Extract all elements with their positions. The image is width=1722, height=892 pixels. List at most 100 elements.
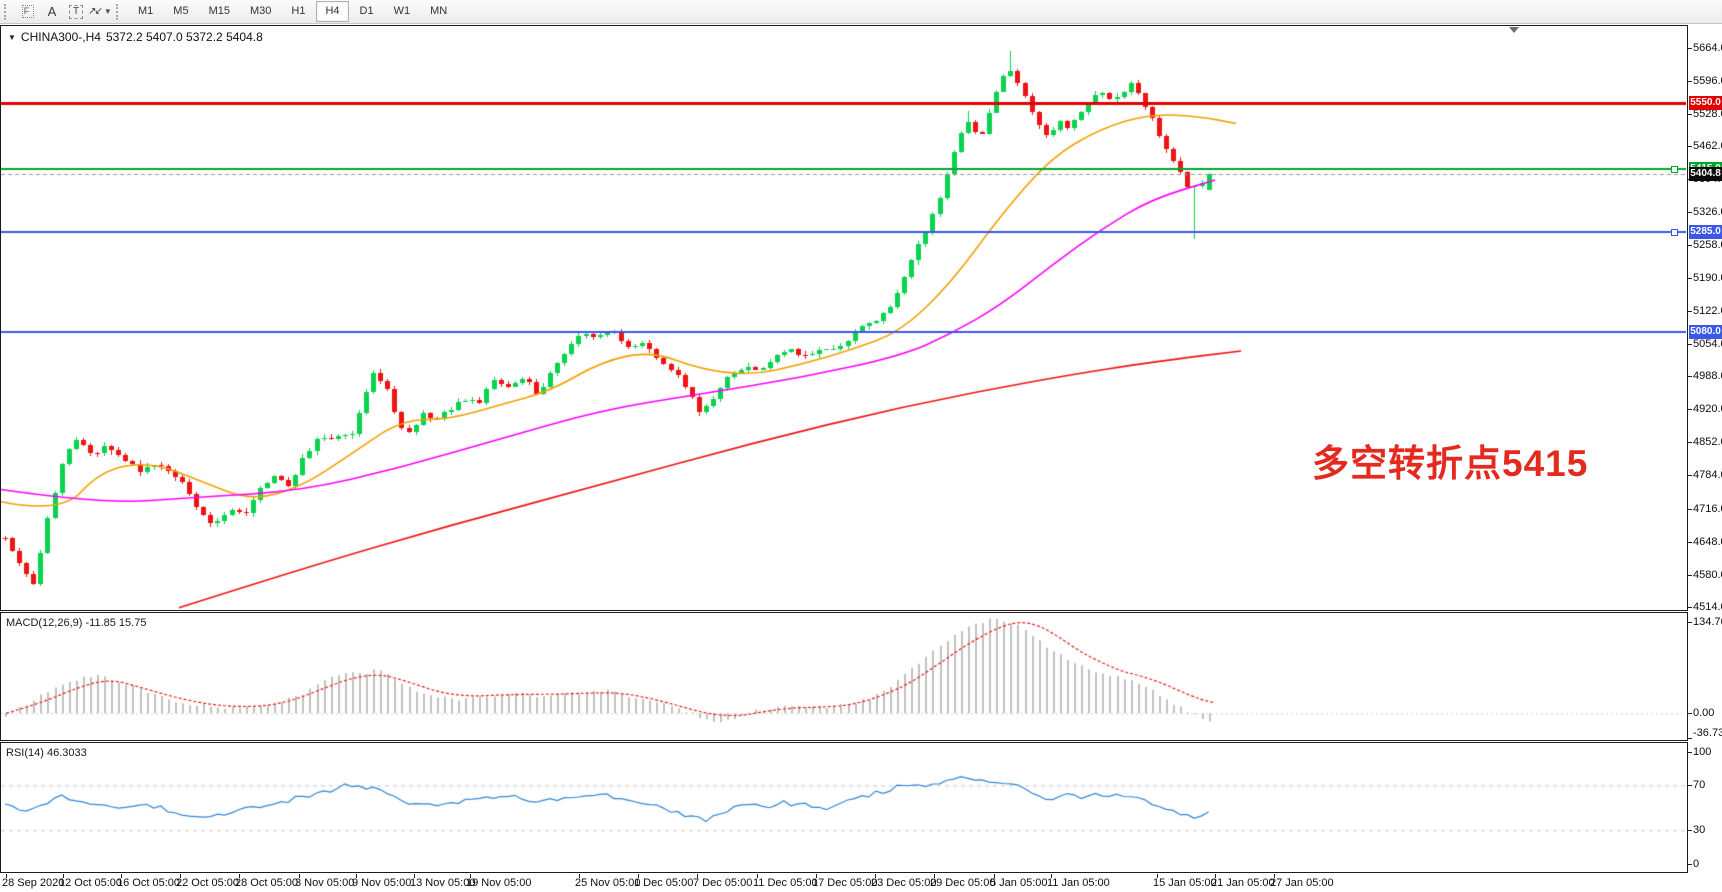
price-axis[interactable]: 5664.05596.05528.05462.05394.05326.05258… — [1688, 25, 1722, 874]
candlestick-chart-canvas[interactable] — [1, 26, 1686, 609]
macd-canvas[interactable] — [1, 613, 1686, 740]
drawing-tools-group: F A T ↗↙ ▼ — [16, 2, 112, 22]
axis-tick — [1688, 278, 1692, 279]
toolbar-grip[interactable] — [4, 3, 10, 20]
price-tick-label: 4784.0 — [1693, 469, 1722, 482]
price-tick-label: 5596.0 — [1693, 74, 1722, 87]
chart-shift-marker-icon[interactable] — [1509, 27, 1519, 33]
price-tick-label: 5190.0 — [1693, 272, 1722, 285]
macd-tick-label: -36.73 — [1693, 727, 1722, 739]
price-tick-label: 5122.0 — [1693, 305, 1722, 318]
macd-label: MACD(12,26,9) -11.85 15.75 — [6, 617, 146, 629]
label-tool-icon: T — [68, 4, 84, 19]
axis-tick — [1688, 622, 1692, 623]
time-tick — [875, 874, 876, 878]
price-tick-label: 5664.0 — [1693, 41, 1722, 54]
timeframe-button-m15[interactable]: M15 — [200, 1, 239, 22]
time-tick — [994, 874, 995, 878]
time-tick-label: 7 Dec 05:00 — [693, 877, 753, 889]
time-tick-label: 28 Sep 2020 — [2, 877, 65, 889]
timeframe-button-d1[interactable]: D1 — [351, 1, 383, 22]
timeframe-button-mn[interactable]: MN — [421, 1, 456, 22]
macd-name: MACD(12,26,9) — [6, 617, 83, 629]
axis-tick — [1688, 575, 1692, 576]
chart-title: ▼ CHINA300-,H4 5372.2 5407.0 5372.2 5404… — [8, 30, 263, 44]
axis-tick — [1688, 311, 1692, 312]
label-tool-button[interactable]: T — [64, 2, 88, 22]
symbol-dropdown-icon[interactable]: ▼ — [8, 32, 16, 42]
axis-tick — [1688, 81, 1692, 82]
time-tick — [1157, 874, 1158, 878]
axis-tick — [1688, 245, 1692, 246]
axis-tick — [1688, 785, 1692, 786]
timeframe-button-m30[interactable]: M30 — [241, 1, 280, 22]
time-tick-label: 23 Dec 05:00 — [871, 877, 937, 889]
rsi-label: RSI(14) 46.3033 — [6, 747, 87, 759]
price-tick-label: 5326.0 — [1693, 205, 1722, 218]
time-tick-label: 15 Jan 05:00 — [1153, 877, 1217, 889]
time-axis[interactable]: 28 Sep 2020 12 Oct 05:00 16 Oct 05:00 22 Oc… — [0, 874, 1722, 892]
rsi-tick-label: 100 — [1693, 745, 1712, 758]
hline-selection-handle[interactable] — [1671, 166, 1678, 173]
macd-values: -11.85 15.75 — [85, 617, 147, 629]
time-tick — [638, 874, 639, 878]
macd-tick-label: 0.00 — [1693, 707, 1715, 720]
macd-panel[interactable]: MACD(12,26,9) -11.85 15.75 — [0, 612, 1688, 741]
time-tick-label: 12 Oct 05:00 — [59, 877, 122, 889]
rsi-panel[interactable]: RSI(14) 46.3033 — [0, 742, 1688, 873]
time-tick-label: 29 Dec 05:00 — [930, 877, 996, 889]
price-tick-label: 5462.0 — [1693, 139, 1722, 152]
axis-tick — [1688, 509, 1692, 510]
hline-price-badge: 5080.0 — [1689, 325, 1722, 339]
time-tick — [180, 874, 181, 878]
time-tick — [757, 874, 758, 878]
arrows-tool-icon: ↗↙ — [88, 5, 103, 17]
hline-price-badge: 5285.0 — [1689, 225, 1722, 239]
toolbar-grip[interactable] — [116, 3, 122, 20]
axis-tick — [1688, 114, 1692, 115]
axis-tick — [1688, 48, 1692, 49]
timeframes-group: M1 M5 M15 M30 H1 H4 D1 W1 MN — [128, 0, 457, 24]
time-tick — [414, 874, 415, 878]
time-tick-label: 1 Dec 05:00 — [634, 877, 694, 889]
dropdown-caret-icon[interactable]: ▼ — [103, 7, 112, 16]
chart-text-annotation[interactable]: 多空转折点5415 — [1312, 443, 1589, 484]
axis-tick — [1688, 713, 1692, 714]
time-tick-label: 25 Nov 05:00 — [575, 877, 641, 889]
rsi-tick-label: 70 — [1693, 779, 1706, 792]
time-tick — [470, 874, 471, 878]
timeframe-button-m5[interactable]: M5 — [164, 1, 197, 22]
timeframe-button-h4[interactable]: H4 — [316, 0, 349, 23]
price-tick-label: 5258.0 — [1693, 239, 1722, 252]
current-price-badge: 5404.8 — [1689, 167, 1722, 181]
price-tick-label: 4514.0 — [1693, 600, 1722, 613]
rsi-value: 46.3033 — [46, 747, 87, 759]
price-tick-label: 4580.0 — [1693, 568, 1722, 581]
timeframe-button-m1[interactable]: M1 — [129, 1, 162, 22]
hline-price-badge: 5550.0 — [1689, 96, 1722, 110]
text-tool-icon: A — [47, 4, 57, 19]
time-tick — [816, 874, 817, 878]
time-tick-label: 19 Nov 05:00 — [466, 877, 532, 889]
rsi-canvas[interactable] — [1, 743, 1686, 872]
rsi-tick-label: 30 — [1693, 824, 1706, 837]
time-tick — [697, 874, 698, 878]
price-chart-panel[interactable]: ▼ CHINA300-,H4 5372.2 5407.0 5372.2 5404… — [0, 25, 1688, 611]
time-tick — [63, 874, 64, 878]
time-tick-label: 28 Oct 05:00 — [235, 877, 298, 889]
timeframe-button-w1[interactable]: W1 — [385, 1, 420, 22]
time-tick-label: 27 Jan 05:00 — [1270, 877, 1334, 889]
time-tick — [1051, 874, 1052, 878]
time-tick — [1274, 874, 1275, 878]
timeframe-button-h1[interactable]: H1 — [282, 1, 314, 22]
time-tick — [6, 874, 7, 878]
arrows-tool-button[interactable]: ↗↙ ▼ — [88, 2, 112, 22]
price-tick-label: 4716.0 — [1693, 502, 1722, 515]
time-tick-label: 17 Dec 05:00 — [812, 877, 878, 889]
toolbar: F A T ↗↙ ▼ M1 M5 M15 M30 H1 H4 D1 W1 MN — [0, 0, 1722, 24]
text-tool-button[interactable]: A — [40, 2, 64, 22]
price-tick-label: 4852.0 — [1693, 436, 1722, 449]
fibonacci-tool-button[interactable]: F — [16, 2, 40, 22]
time-tick-label: 5 Jan 05:00 — [990, 877, 1048, 889]
hline-selection-handle[interactable] — [1671, 229, 1678, 236]
